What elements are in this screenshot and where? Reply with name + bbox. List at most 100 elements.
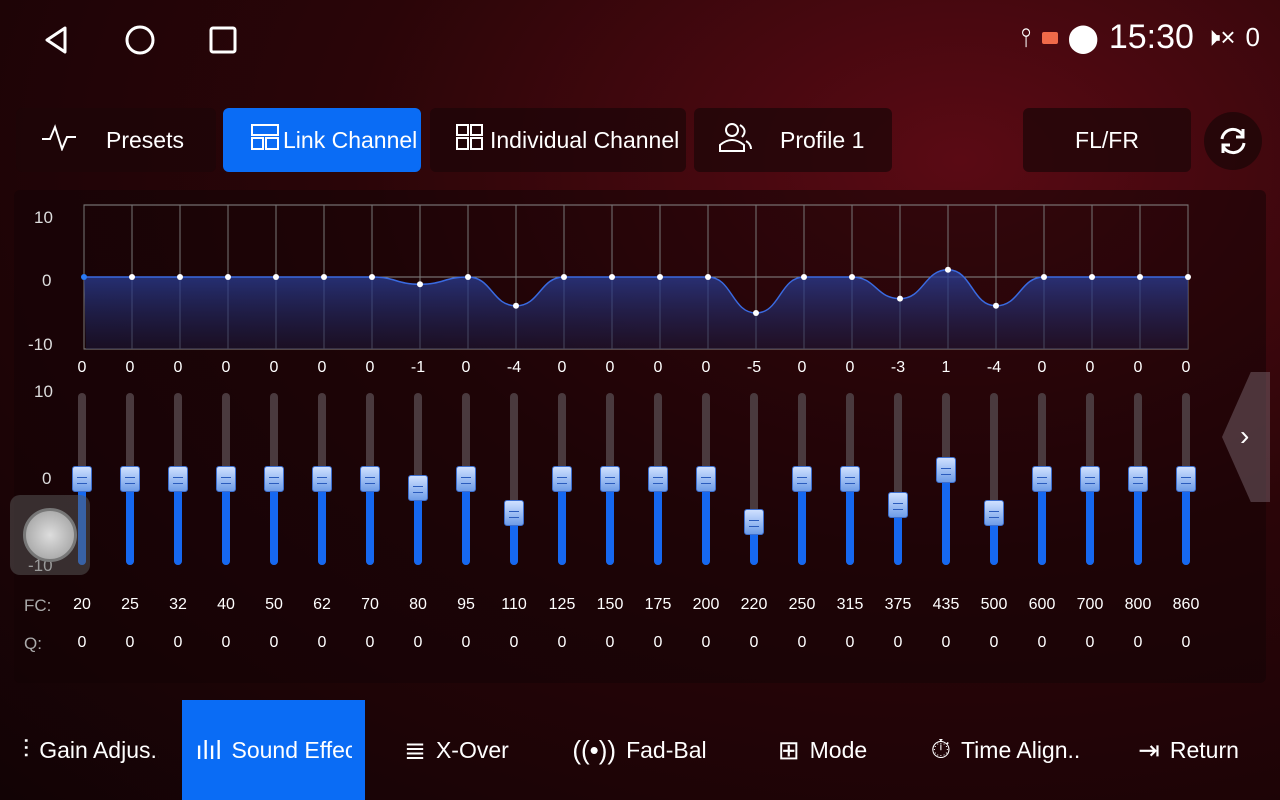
- band-fc-value: 220: [740, 596, 768, 613]
- recents-button[interactable]: [203, 20, 243, 60]
- band-slider-handle[interactable]: [264, 466, 284, 492]
- tab-individual-channel[interactable]: Individual Channel: [430, 108, 686, 172]
- eq-curve-graph: [81, 204, 1191, 350]
- band-fc-value: 175: [644, 596, 672, 613]
- band-slider-handle[interactable]: [936, 457, 956, 484]
- graph-point: [225, 274, 231, 280]
- band-gain-value: 0: [701, 359, 711, 376]
- graph-point: [1185, 274, 1191, 280]
- bottom-nav-sliders[interactable]: ⫶ Gain Adjus..: [0, 700, 182, 800]
- tab-link-channel[interactable]: Link Channel: [223, 108, 421, 172]
- volume-mute-icon: 🕨×: [1203, 21, 1236, 52]
- band-slider-handle[interactable]: [1128, 466, 1148, 492]
- graph-point: [417, 281, 423, 288]
- band-slider-handle[interactable]: [648, 466, 668, 492]
- band-fc-value: 700: [1076, 596, 1104, 613]
- graph-point: [465, 274, 471, 280]
- bottom-nav-label: Time Align..: [960, 736, 1081, 763]
- band-gain-value: 0: [797, 359, 807, 376]
- band-fc-value: 40: [217, 596, 235, 613]
- sliders-icon: ⫶: [22, 734, 30, 764]
- graph-point: [897, 295, 903, 302]
- band-slider-handle[interactable]: [312, 466, 332, 492]
- bottom-nav-speaker-wave[interactable]: ((•)) Fad-Bal: [548, 700, 731, 800]
- band-gain-value: -4: [986, 359, 1002, 376]
- equalizer-bars-icon: ≣: [404, 734, 426, 765]
- graph-y-label: 10: [34, 208, 53, 227]
- band-gain-value: 0: [653, 359, 663, 376]
- cast-icon: [1041, 31, 1058, 44]
- channel-select-button[interactable]: FL/FR: [1023, 108, 1191, 172]
- band-slider-handle[interactable]: [552, 466, 572, 492]
- band-slider-handle[interactable]: [792, 466, 812, 492]
- band-slider-handle[interactable]: [1176, 466, 1196, 492]
- band-gain-value: -1: [410, 359, 426, 376]
- back-button[interactable]: [36, 20, 76, 60]
- tab-profile[interactable]: Profile 1: [694, 108, 892, 172]
- band-slider-handle[interactable]: [984, 500, 1004, 527]
- bottom-nav-waveform[interactable]: ılıl Sound Effec: [182, 700, 365, 800]
- bottom-nav-mode[interactable]: ⊞ Mode: [731, 700, 914, 800]
- bottom-nav-equalizer-bars[interactable]: ≣ X-Over: [365, 700, 548, 800]
- band-q-value: 0: [317, 634, 327, 651]
- floating-assistive-button[interactable]: [10, 495, 90, 575]
- stopwatch-icon: ⏱: [930, 734, 951, 764]
- band-slider-handle[interactable]: [360, 466, 380, 492]
- band-slider-handle[interactable]: [1080, 466, 1100, 492]
- band-fc-value: 125: [548, 596, 576, 613]
- band-q-value: 0: [1085, 634, 1095, 651]
- band-gain-value: 0: [221, 359, 231, 376]
- band-slider-handle[interactable]: [888, 491, 908, 518]
- bottom-nav-stopwatch[interactable]: ⏱ Time Align..: [914, 700, 1097, 800]
- band-q-value: 0: [365, 634, 375, 651]
- band-gain-value: -3: [890, 359, 906, 376]
- band-q-value: 0: [1037, 634, 1047, 651]
- band-slider-handle[interactable]: [840, 466, 860, 492]
- bottom-nav-return[interactable]: ⇥ Return: [1097, 700, 1280, 800]
- band-gain-value: 0: [1037, 359, 1047, 376]
- tab-presets[interactable]: Presets: [16, 108, 216, 172]
- refresh-button[interactable]: [1204, 112, 1262, 170]
- band-slider-track[interactable]: [750, 393, 758, 565]
- band-gain-value: 0: [317, 359, 327, 376]
- band-slider-handle[interactable]: [120, 466, 140, 492]
- graph-point: [657, 274, 663, 280]
- band-gain-value: 0: [365, 359, 375, 376]
- refresh-icon: [1220, 127, 1246, 155]
- band-slider-handle[interactable]: [600, 466, 620, 492]
- graph-point: [129, 274, 135, 280]
- band-gain-value: 0: [269, 359, 279, 376]
- band-fc-value: 62: [313, 596, 331, 613]
- q-label: Q:: [24, 634, 42, 653]
- band-slider-track[interactable]: [990, 393, 998, 565]
- band-gain-value: 0: [1181, 359, 1191, 376]
- band-slider-handle[interactable]: [72, 466, 92, 492]
- band-slider-handle[interactable]: [408, 474, 428, 501]
- band-q-value: 0: [1133, 634, 1143, 651]
- band-fc-value: 200: [692, 596, 720, 613]
- band-slider-track[interactable]: [894, 393, 902, 565]
- graph-area: [84, 269, 1188, 349]
- band-slider-handle[interactable]: [696, 466, 716, 492]
- bottom-nav-label: Mode: [809, 736, 868, 763]
- band-q-value: 0: [173, 634, 183, 651]
- grid-icon: [456, 124, 484, 156]
- return-icon: ⇥: [1138, 734, 1160, 765]
- band-slider-handle[interactable]: [168, 466, 188, 492]
- band-gain-value: 0: [1085, 359, 1095, 376]
- graph-point: [705, 274, 711, 280]
- band-slider-handle[interactable]: [1032, 466, 1052, 492]
- graph-y-label: 0: [42, 271, 52, 290]
- band-q-value: 0: [221, 634, 231, 651]
- slider-scale-label: 0: [42, 469, 52, 488]
- band-slider-handle[interactable]: [744, 509, 764, 535]
- band-slider-handle[interactable]: [456, 466, 476, 492]
- band-slider-handle[interactable]: [216, 466, 236, 492]
- home-button[interactable]: [120, 20, 160, 60]
- band-slider-track[interactable]: [510, 393, 518, 565]
- graph-point: [609, 274, 615, 280]
- tab-label: Presets: [106, 126, 184, 153]
- band-slider-handle[interactable]: [504, 500, 524, 527]
- users-icon: [718, 121, 780, 159]
- volume-level: 0: [1245, 22, 1260, 52]
